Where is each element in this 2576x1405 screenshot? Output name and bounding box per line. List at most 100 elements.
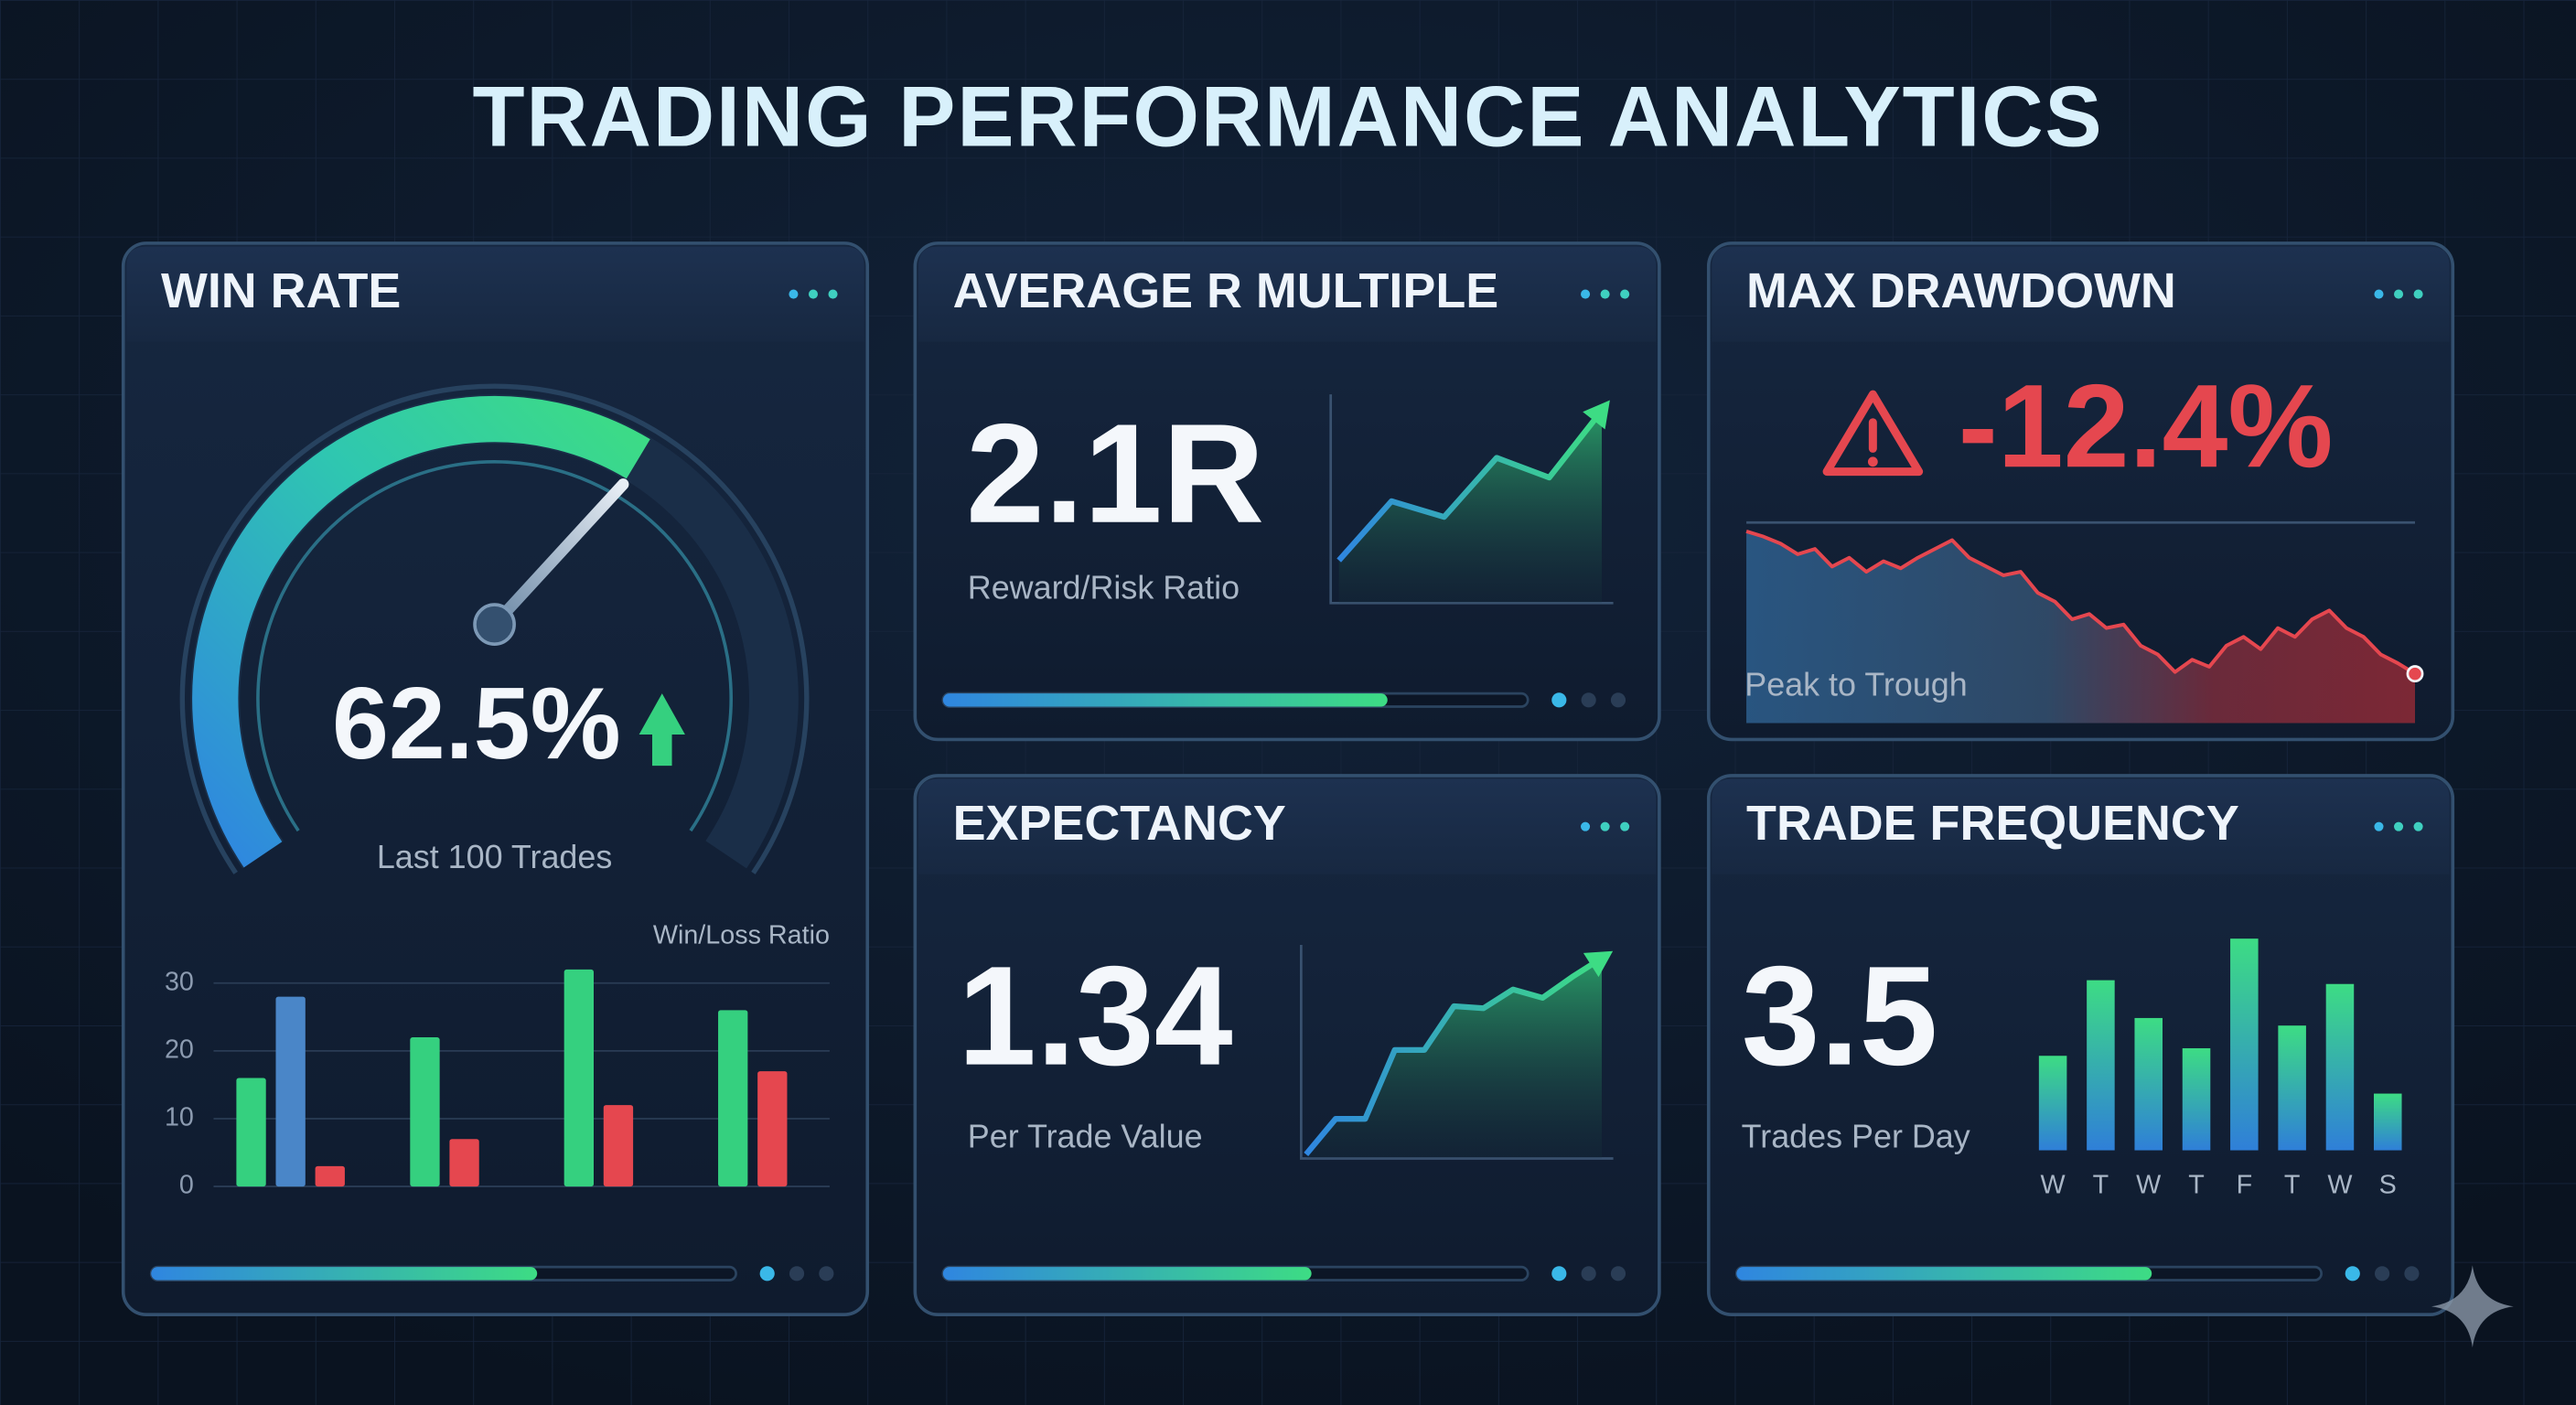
panel-title: AVERAGE R MULTIPLE	[953, 263, 1499, 318]
panel-header	[1712, 246, 2450, 342]
kpi-caption: Trades Per Day	[1742, 1117, 1970, 1154]
drawdown-area	[1746, 531, 2415, 724]
panel-header	[918, 778, 1657, 874]
arrow-head	[1583, 400, 1610, 430]
y-tick-label: 20	[165, 1035, 194, 1064]
pager-dot	[1610, 1266, 1626, 1282]
panel-header	[126, 246, 864, 342]
panel-title: EXPECTANCY	[953, 796, 1286, 851]
page-title: TRADING PERFORMANCE ANALYTICS	[472, 68, 2103, 164]
kpi-value: 2.1R	[966, 394, 1264, 552]
x-tick-label: T	[2188, 1171, 2205, 1200]
pager-dot	[2345, 1266, 2360, 1282]
panel-header	[918, 246, 1657, 342]
pager-dot	[1581, 1266, 1596, 1282]
x-tick-label: T	[2093, 1171, 2109, 1200]
bar	[275, 996, 306, 1187]
menu-dot	[2413, 289, 2423, 299]
icons	[639, 390, 2514, 1348]
line-area	[1338, 410, 1603, 604]
panel-title: TRADE FREQUENCY	[1746, 796, 2239, 851]
x-tick-label: W	[2041, 1171, 2066, 1200]
watermark-star	[2431, 1265, 2514, 1348]
x-tick-label: T	[2284, 1171, 2301, 1200]
x-tick-label: W	[2136, 1171, 2162, 1200]
menu-dot	[789, 289, 799, 299]
menu-dot	[2374, 821, 2384, 831]
bar	[2087, 980, 2115, 1151]
pager-dot	[759, 1266, 775, 1282]
bar	[2038, 1056, 2067, 1151]
panel-title: WIN RATE	[161, 263, 401, 318]
menu-dot	[1600, 289, 1610, 299]
bar	[2134, 1017, 2163, 1151]
x-tick-label: S	[2379, 1171, 2397, 1200]
bar	[757, 1071, 788, 1187]
kpi-value: 62.5%	[332, 666, 621, 780]
pager-dot	[1551, 1266, 1567, 1282]
progress-fill	[942, 693, 1388, 707]
panel-title: MAX DRAWDOWN	[1746, 263, 2176, 318]
up-arrow-icon	[639, 693, 685, 767]
panel-frame	[913, 241, 1661, 742]
panels: WIN RATE 62.5% Last 100 Trades 0 10 20 30 Win/L…	[121, 241, 2455, 1316]
pager-dot	[1551, 692, 1567, 708]
y-tick-label: 0	[179, 1171, 194, 1200]
menu-dot	[2394, 821, 2404, 831]
bar	[718, 1010, 748, 1187]
warning-icon-dot	[1867, 456, 1878, 467]
bar	[315, 1165, 345, 1187]
arrow-head	[1583, 950, 1614, 978]
kpi-caption: Last 100 Trades	[377, 838, 612, 875]
bar	[236, 1078, 266, 1187]
gauge-needle	[488, 478, 629, 630]
pager-dot	[819, 1266, 834, 1282]
bar	[2182, 1047, 2211, 1151]
line	[1304, 955, 1604, 1156]
bar	[410, 1037, 440, 1187]
gauge-fill	[192, 396, 650, 868]
menu-dot	[808, 289, 819, 299]
y-tick-label: 10	[165, 1103, 194, 1132]
kpi-value: 1.34	[958, 937, 1233, 1095]
bar	[2373, 1093, 2402, 1151]
pager-dot	[789, 1266, 805, 1282]
bar	[564, 969, 594, 1187]
menu-dot	[1600, 821, 1610, 831]
bar	[2230, 938, 2259, 1151]
menu-dot	[1620, 289, 1630, 299]
menu-dot	[2374, 289, 2384, 299]
kpi-value: -12.4%	[1959, 360, 2334, 492]
panel-header	[1712, 778, 2450, 874]
x-tick-label: W	[2327, 1171, 2353, 1200]
line-area	[1305, 958, 1603, 1159]
bar	[2278, 1025, 2306, 1151]
gauge-outer-ring	[179, 383, 810, 874]
menu-dot	[2413, 821, 2423, 831]
gauge-inner-ring	[256, 460, 733, 832]
bar	[449, 1139, 479, 1187]
panel-frame	[1706, 774, 2455, 1316]
panel-frame	[913, 774, 1661, 1316]
x-tick-label: F	[2237, 1171, 2253, 1200]
kpi-value: 3.5	[1742, 937, 1938, 1095]
bar	[2325, 983, 2355, 1151]
menu-dot	[1620, 821, 1630, 831]
menu-dot	[1581, 289, 1591, 299]
kpi-caption: Per Trade Value	[968, 1117, 1203, 1154]
chart-title: Win/Loss Ratio	[653, 921, 830, 950]
pager-dot	[1581, 692, 1596, 708]
progress-fill	[1736, 1267, 2152, 1281]
kpi-caption: Peak to Trough	[1744, 665, 1967, 702]
warning-icon	[1822, 390, 1924, 477]
kpi-caption: Reward/Risk Ratio	[968, 568, 1240, 606]
gauge-pivot	[473, 603, 516, 647]
drawdown-line	[1745, 530, 2417, 676]
pager-dot	[1610, 692, 1626, 708]
pager-dot	[2404, 1266, 2420, 1282]
y-tick-label: 30	[165, 967, 194, 996]
menu-dot	[2394, 289, 2404, 299]
pager-dot	[2375, 1266, 2390, 1282]
